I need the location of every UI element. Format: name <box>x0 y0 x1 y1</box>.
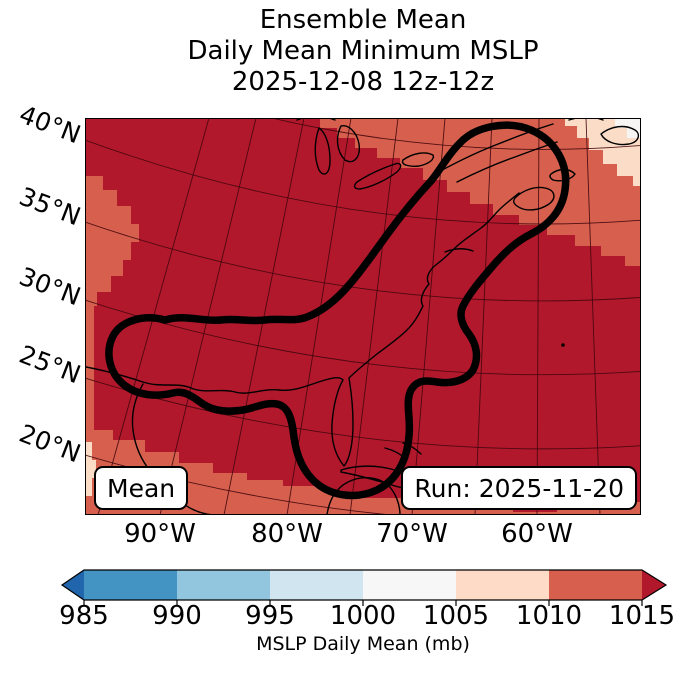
fill-1005-1010-corner <box>565 118 641 186</box>
fill-1010-1015-south <box>85 430 641 515</box>
colorbar-segment <box>456 570 549 600</box>
colorbar-segment <box>549 570 642 600</box>
colorbar-tick-label: 995 <box>245 601 295 631</box>
colorbar <box>60 569 668 606</box>
colorbar-segment <box>177 570 270 600</box>
colorbar-segment <box>363 570 456 600</box>
lat-tick-label: 25°N <box>15 339 85 390</box>
colorbar-tick-label: 1000 <box>329 601 397 631</box>
chart-title: Ensemble Mean Daily Mean Minimum MSLP 20… <box>85 5 641 98</box>
lon-tick-label: 70°W <box>376 519 448 549</box>
colorbar-tick-label: 1010 <box>515 601 583 631</box>
colorbar-segment <box>84 570 177 600</box>
colorbar-tick-label: 1005 <box>422 601 490 631</box>
title-line-1: Ensemble Mean <box>259 5 467 35</box>
colorbar-tick-label: 990 <box>152 601 202 631</box>
bermuda-island-dot <box>561 343 565 347</box>
lon-tick-label: 80°W <box>251 519 323 549</box>
lon-tick-label: 90°W <box>124 519 196 549</box>
colorbar-segment <box>270 570 363 600</box>
colorbar-under-arrow <box>62 570 84 600</box>
lat-tick-label: 35°N <box>15 181 85 232</box>
run-date-annotation-box: Run: 2025-11-20 <box>401 466 637 510</box>
thick-black-contour <box>105 121 570 500</box>
colorbar-over-arrow <box>642 570 666 600</box>
colorbar-tick-label: 985 <box>59 601 109 631</box>
graticule <box>85 118 641 515</box>
colorbar-axis-label: MSLP Daily Mean (mb) <box>256 633 470 655</box>
fill-1000-1005-corner <box>615 118 641 138</box>
map-svg <box>84 117 642 516</box>
colorbar-tick-label: 1015 <box>608 601 676 631</box>
lat-tick-label: 40°N <box>15 99 85 150</box>
lat-tick-label: 20°N <box>15 418 85 469</box>
mean-annotation-box: Mean <box>94 466 189 510</box>
fill-1010-1015-west-patch <box>85 176 139 306</box>
title-line-3: 2025-12-08 12z-12z <box>231 67 495 97</box>
title-line-2: Daily Mean Minimum MSLP <box>187 36 539 66</box>
lat-tick-label: 30°N <box>15 261 85 312</box>
map-plot-area: Mean Run: 2025-11-20 <box>84 117 642 516</box>
lon-tick-label: 60°W <box>501 519 573 549</box>
